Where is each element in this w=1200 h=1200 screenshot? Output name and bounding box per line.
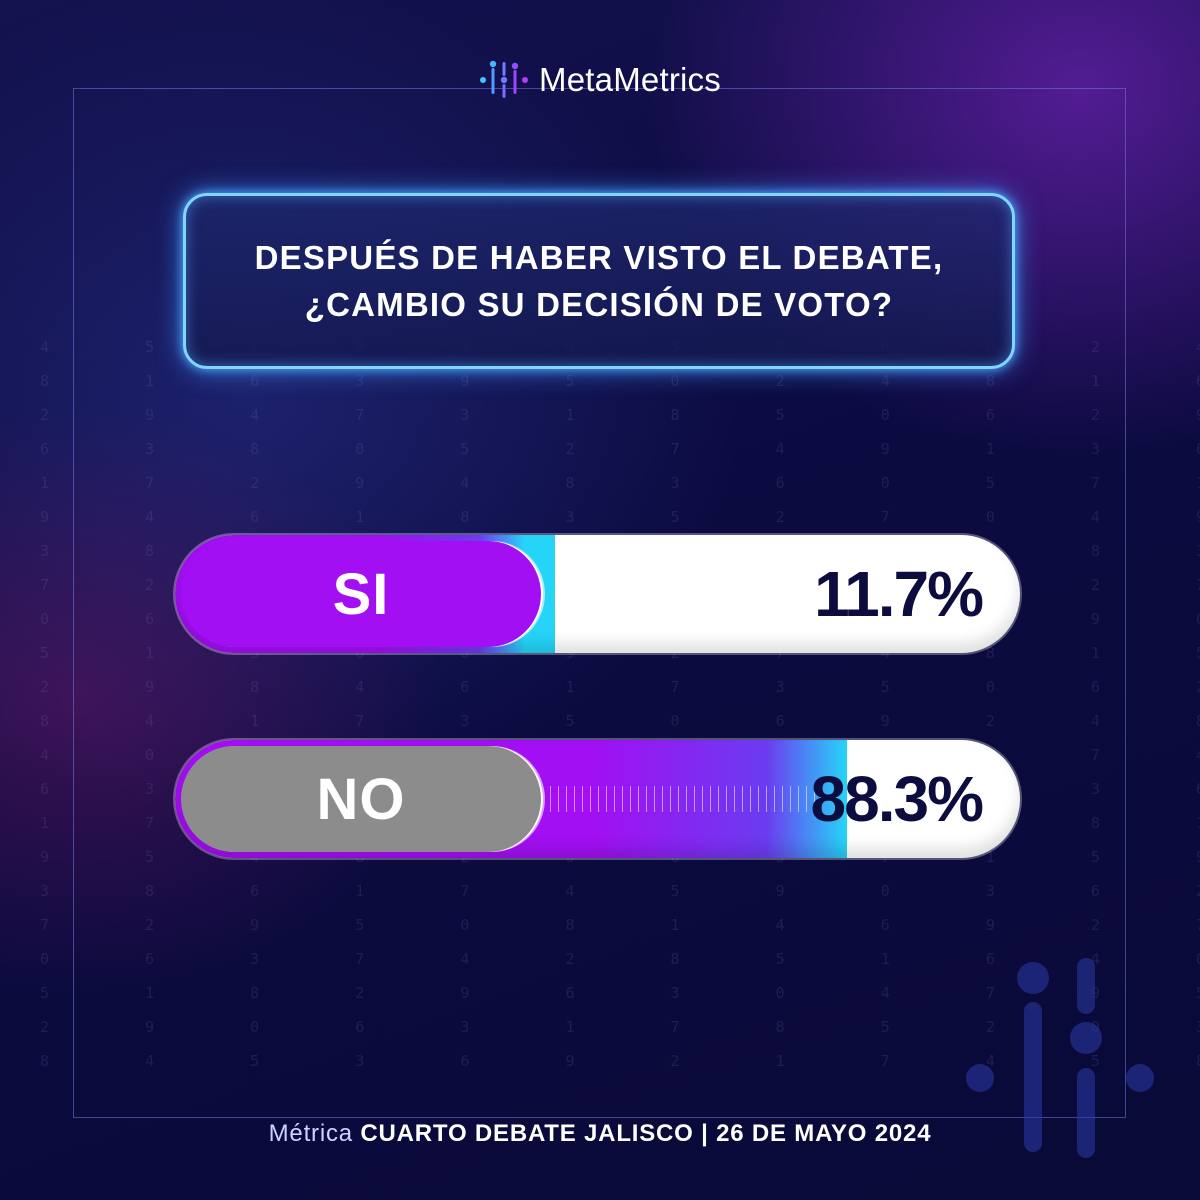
footer: Métrica CUARTO DEBATE JALISCO | 26 DE MA…	[0, 1120, 1200, 1148]
decorative-frame	[73, 88, 1126, 1118]
question-line-2: ¿CAMBIO SU DECISIÓN DE VOTO?	[304, 286, 894, 323]
bar-no: NO 88.3%	[175, 740, 1020, 858]
footer-date: 26 DE MAYO 2024	[716, 1120, 932, 1147]
footer-prefix: Métrica	[268, 1120, 353, 1147]
footer-separator: |	[701, 1120, 709, 1147]
brand-name-prefix: Meta	[539, 61, 614, 98]
bar-value-si: 11.7%	[814, 558, 984, 630]
bar-value-no: 88.3%	[810, 763, 984, 835]
bar-label-no: NO	[181, 746, 541, 852]
bar-label-si: SI	[181, 541, 541, 647]
decorative-logo-icon	[966, 958, 1154, 1158]
footer-event: CUARTO DEBATE JALISCO	[360, 1120, 694, 1147]
bar-si: SI 11.7%	[175, 535, 1020, 653]
bar-ticks-no	[550, 786, 817, 812]
brand-name: MetaMetrics	[539, 61, 721, 99]
metametrics-logo-icon	[480, 60, 529, 98]
question-line-1: DESPUÉS DE HABER VISTO EL DEBATE,	[254, 239, 944, 276]
brand-logo: MetaMetrics	[0, 58, 1200, 102]
question-text: DESPUÉS DE HABER VISTO EL DEBATE, ¿CAMBI…	[255, 234, 944, 328]
brand-name-suffix: Metrics	[613, 61, 721, 98]
question-box: DESPUÉS DE HABER VISTO EL DEBATE, ¿CAMBI…	[183, 193, 1015, 369]
